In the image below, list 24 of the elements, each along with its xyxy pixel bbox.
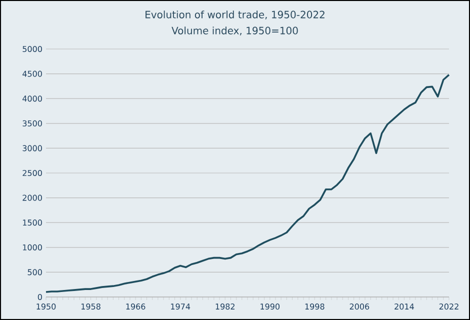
y-tick-label: 500 [28, 269, 42, 276]
y-tick-label: 4500 [22, 70, 42, 77]
x-tick-label: 1974 [171, 304, 190, 310]
x-tick-label: 1990 [260, 304, 280, 310]
x-tick-label: 1966 [126, 304, 146, 310]
x-tick-label: 1982 [216, 304, 234, 310]
chart-subtitle: Volume index, 1950=100 [172, 26, 298, 36]
y-tick-label: 4000 [22, 96, 42, 102]
y-tick-label: 3000 [22, 145, 42, 152]
x-tick-label: 1950 [36, 304, 56, 310]
y-tick-label: 2000 [22, 194, 42, 201]
y-tick-label: 1000 [22, 244, 42, 250]
x-tick-label: 2006 [350, 304, 370, 310]
x-tick-label: 1998 [305, 304, 324, 310]
y-tick-label: 0 [38, 294, 42, 300]
y-tick-label: 1500 [22, 220, 42, 226]
x-tick-label: 2022 [439, 304, 458, 310]
x-tick-label: 1958 [81, 304, 100, 310]
y-tick-label: 3500 [22, 120, 42, 126]
y-tick-label: 5000 [22, 46, 42, 52]
chart-title: Evolution of world trade, 1950-2022 [146, 10, 324, 20]
x-tick-label: 2014 [394, 304, 414, 310]
line-series [45, 74, 450, 293]
y-tick-label: 2500 [22, 170, 42, 176]
